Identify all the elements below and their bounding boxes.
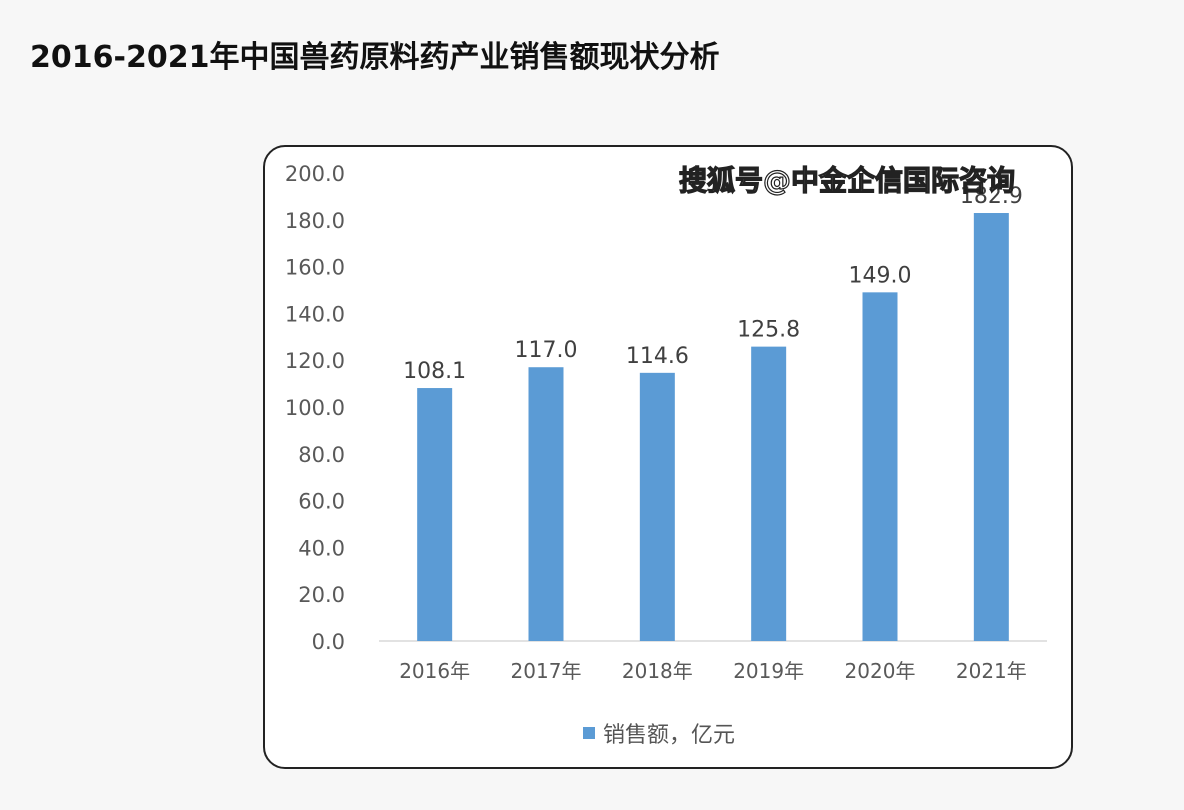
y-tick-label: 20.0 <box>298 583 345 607</box>
y-tick-label: 100.0 <box>285 396 345 420</box>
data-label: 117.0 <box>515 338 578 363</box>
x-tick-label: 2019年 <box>733 659 804 683</box>
legend-label: 销售额，亿元 <box>603 723 736 748</box>
y-tick-label: 40.0 <box>298 536 345 560</box>
bar-chart: 0.0 20.0 40.0 60.0 80.0 100.0 120.0 140.0 160.0 1… <box>285 162 1047 683</box>
y-tick-label: 60.0 <box>298 490 345 514</box>
y-tick-label: 200.0 <box>285 162 345 186</box>
bar <box>528 367 564 641</box>
y-tick-label: 140.0 <box>285 302 345 326</box>
y-tick-label: 0.0 <box>312 630 345 654</box>
legend-swatch <box>583 727 595 739</box>
page-title: 2016-2021年中国兽药原料药产业销售额现状分析 <box>30 40 720 75</box>
data-label: 182.9 <box>960 184 1023 209</box>
data-label: 108.1 <box>403 359 466 384</box>
y-tick-label: 120.0 <box>285 349 345 373</box>
y-tick-label: 160.0 <box>285 256 345 280</box>
data-label: 149.0 <box>849 263 912 288</box>
bar <box>639 372 675 641</box>
x-tick-label: 2020年 <box>845 659 916 683</box>
chart-panel: 0.0 20.0 40.0 60.0 80.0 100.0 120.0 140.0 160.0 1… <box>263 145 1073 769</box>
data-label: 125.8 <box>737 318 800 343</box>
y-tick-label: 180.0 <box>285 209 345 233</box>
bar <box>973 213 1009 641</box>
bar <box>417 388 453 641</box>
watermark-text: 搜狐号@中金企信国际咨询 <box>678 163 1016 197</box>
x-tick-label: 2018年 <box>622 659 693 683</box>
chart-legend: 销售额，亿元 <box>583 717 735 749</box>
data-label: 114.6 <box>626 344 689 369</box>
y-tick-label: 80.0 <box>298 443 345 467</box>
bar <box>751 346 787 641</box>
bar <box>862 292 898 641</box>
x-tick-label: 2021年 <box>956 659 1027 683</box>
x-tick-label: 2016年 <box>399 659 470 683</box>
x-tick-label: 2017年 <box>511 659 582 683</box>
